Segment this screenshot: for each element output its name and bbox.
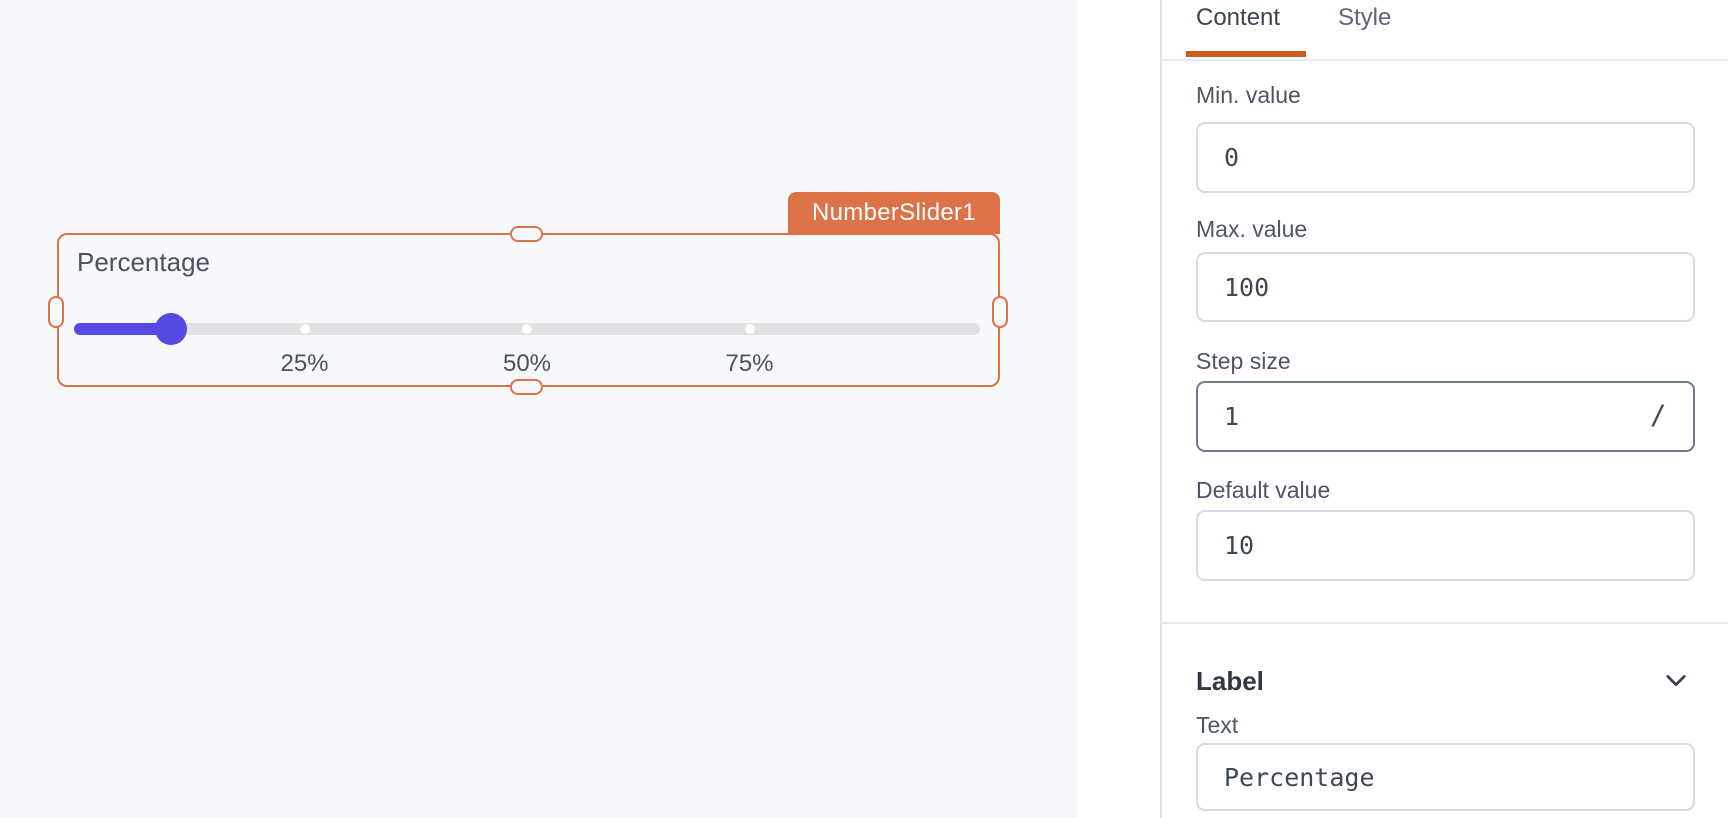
tab-content[interactable]: Content (1196, 4, 1281, 31)
text-field-label: Text (1196, 712, 1239, 738)
resize-handle-bottom[interactable] (510, 379, 543, 395)
slider-widget-label: Percentage (77, 247, 210, 277)
section-divider (1162, 622, 1728, 624)
resize-handle-left[interactable] (48, 296, 64, 328)
step-size-input[interactable] (1196, 381, 1695, 452)
resize-handle-top[interactable] (510, 226, 543, 242)
slider-mark-75: 75% (690, 320, 810, 382)
chevron-down-icon[interactable] (1662, 666, 1690, 694)
widget-name-badge[interactable]: NumberSlider1 (788, 192, 1000, 234)
max-value-input[interactable] (1196, 252, 1695, 322)
slider-tick-label: 25% (280, 350, 329, 377)
active-tab-underline (1186, 51, 1306, 57)
slider-tick-dot (299, 324, 310, 334)
default-value-label: Default value (1196, 477, 1331, 503)
default-value-input[interactable] (1196, 510, 1695, 581)
label-section-heading: Label (1196, 666, 1264, 696)
slider-mark-25: 25% (245, 320, 365, 382)
slider-fill (74, 323, 179, 335)
slash-command-icon: / (1650, 400, 1667, 431)
tab-style[interactable]: Style (1338, 4, 1392, 31)
max-value-label: Max. value (1196, 216, 1308, 242)
editor-canvas[interactable]: NumberSlider1 Percentage 25% 50% 75% (0, 0, 1078, 818)
slider-tick-label: 75% (725, 350, 774, 377)
label-text-input[interactable] (1196, 743, 1695, 811)
step-size-label: Step size (1196, 348, 1291, 374)
slider-handle[interactable] (155, 313, 187, 345)
tabs-bottom-border (1162, 59, 1728, 61)
resize-handle-right[interactable] (992, 296, 1008, 328)
slider-tick-label: 50% (502, 350, 552, 377)
min-value-label: Min. value (1196, 82, 1301, 108)
slider-mark-50: 50% (467, 320, 587, 382)
min-value-input[interactable] (1196, 122, 1695, 193)
slider-tick-dot (522, 324, 532, 334)
panel-left-border (1160, 0, 1162, 818)
slider-tick-dot (744, 324, 755, 334)
